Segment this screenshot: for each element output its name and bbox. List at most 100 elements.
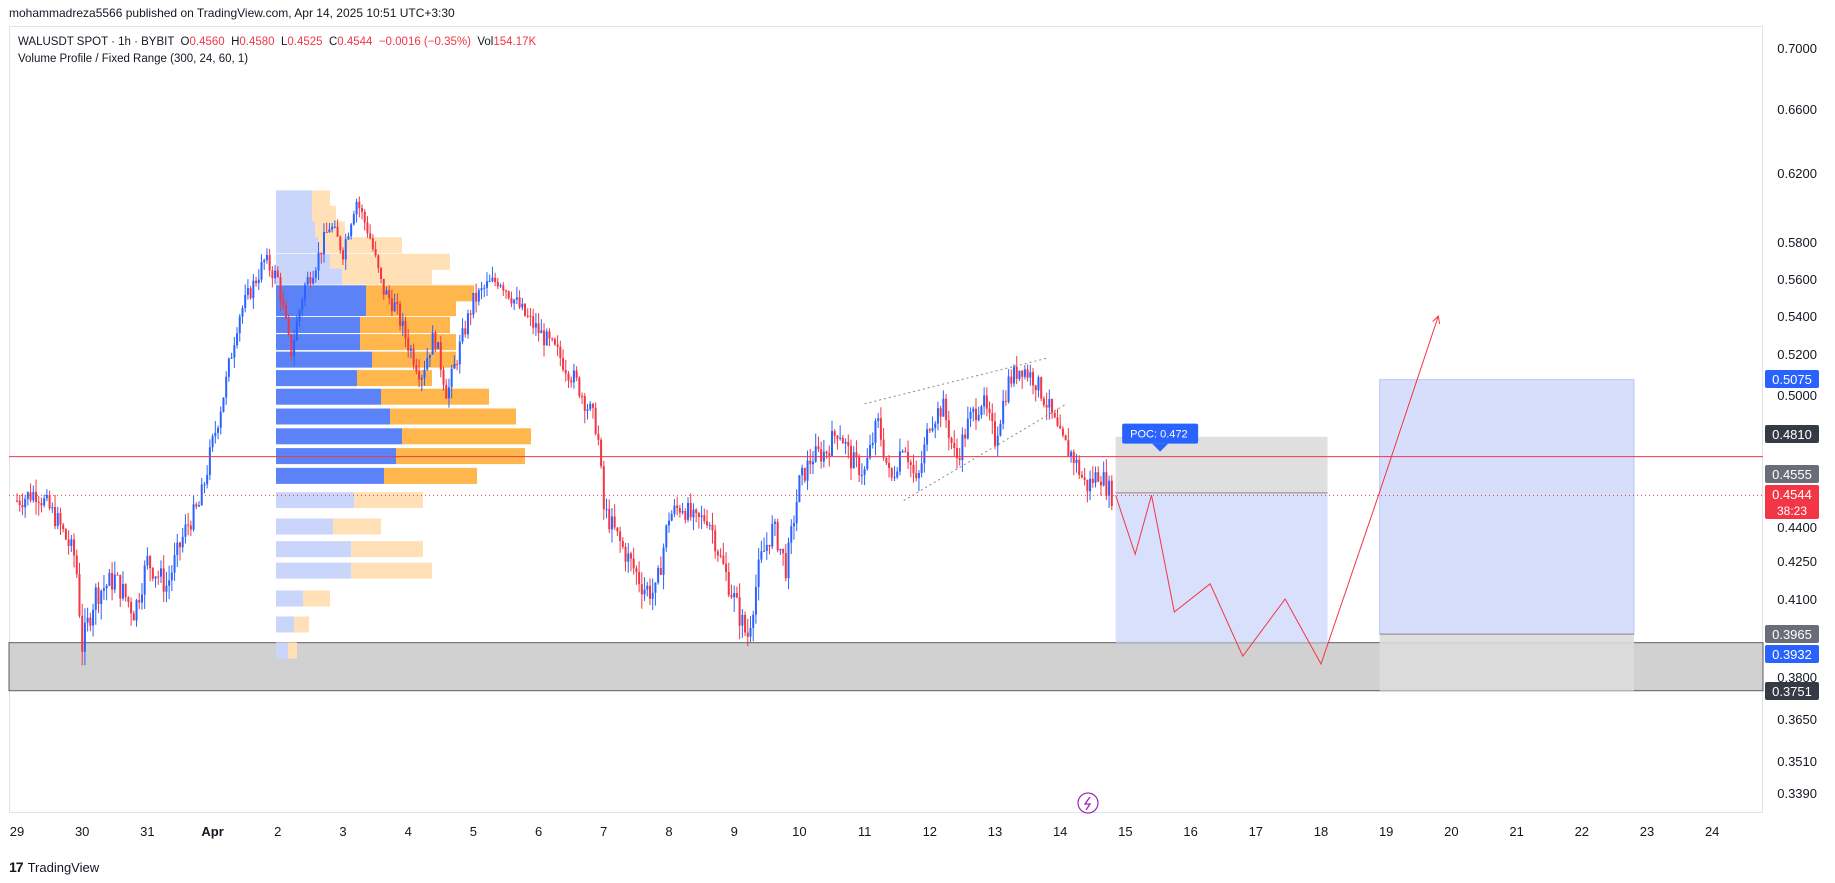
candle-body [640, 584, 643, 595]
candle-body [858, 457, 861, 476]
candle-body [371, 238, 374, 250]
vp-row-down [384, 467, 477, 484]
candle-body [939, 408, 942, 417]
candle-body [491, 277, 494, 282]
candle-body [380, 267, 383, 279]
y-tick-label: 0.3800 [1777, 670, 1817, 685]
candle-body [268, 255, 271, 271]
candle-body [404, 320, 407, 339]
candle-body [537, 323, 540, 334]
candle-body [434, 332, 437, 349]
candle-body [515, 297, 518, 300]
candle-body [32, 491, 35, 501]
candle-body [1026, 369, 1029, 378]
price-badge [1765, 625, 1819, 643]
candle-body [806, 460, 809, 481]
candle-body [1067, 440, 1070, 457]
candle-body [866, 457, 869, 470]
candle-body [16, 500, 18, 502]
candle-body [559, 346, 562, 359]
candle-body [575, 370, 578, 378]
candle-body [654, 582, 657, 593]
candle-body [689, 502, 692, 518]
candle-body [733, 593, 736, 598]
candle-body [564, 369, 567, 374]
candle-body [909, 462, 912, 465]
candle-body [252, 280, 255, 299]
candle-body [1002, 400, 1005, 424]
candle-body [665, 525, 668, 548]
candle-body [657, 567, 660, 583]
candle-body [562, 358, 565, 370]
candle-body [374, 249, 377, 256]
candle-body [233, 345, 236, 358]
close-label: C [328, 36, 338, 48]
vp-row-up [276, 237, 318, 254]
x-tick-label: 29 [10, 824, 24, 839]
candle-body [70, 539, 73, 546]
candle-body [934, 423, 937, 429]
candle-body [687, 502, 690, 520]
candle-body [1102, 472, 1105, 486]
candle-body [1018, 370, 1021, 379]
candle-body [996, 435, 999, 446]
x-tick-label: 30 [75, 824, 89, 839]
candle-body [238, 316, 241, 334]
candle-body [415, 364, 418, 372]
price-badge-label: 0.3932 [1772, 647, 1812, 662]
candle-body [923, 444, 926, 464]
candle-body [901, 451, 904, 453]
candle-body [681, 511, 684, 513]
candle-body [396, 302, 399, 305]
candle-body [847, 441, 850, 446]
high-label: H [231, 36, 240, 48]
candle-body [969, 411, 972, 419]
y-tick-label: 0.4400 [1777, 520, 1817, 535]
candle-body [502, 285, 505, 291]
x-tick-label: 6 [535, 824, 542, 839]
candle-body [181, 536, 184, 548]
candle-body [363, 211, 366, 223]
y-tick-label: 0.5200 [1777, 347, 1817, 362]
symbol-title[interactable]: WALUSDT SPOT · 1h · BYBIT [18, 36, 175, 48]
vp-row-down [330, 253, 450, 270]
candle-body [643, 589, 646, 595]
candle-body [722, 555, 725, 564]
indicator-title[interactable]: Volume Profile / Fixed Range (300, 24, 6… [18, 53, 249, 65]
candle-body [632, 558, 635, 569]
volume-value: 154.17K [493, 36, 537, 48]
candle-body [249, 288, 252, 299]
candle-body [773, 521, 776, 524]
long-stop-box [1379, 634, 1634, 691]
x-tick-label: 12 [923, 824, 937, 839]
candle-body [985, 395, 988, 409]
vp-row-up [276, 388, 381, 405]
candle-body [295, 321, 298, 341]
candle-body [246, 288, 249, 295]
candle-body [339, 236, 342, 251]
vp-row-down [288, 642, 297, 659]
x-tick-label: 22 [1575, 824, 1589, 839]
candle-body [265, 255, 268, 261]
candle-body [89, 617, 92, 626]
candle-body [18, 500, 21, 506]
candle-body [879, 418, 882, 440]
candle-body [293, 340, 296, 357]
candle-body [581, 395, 584, 397]
vp-row-down [402, 428, 531, 445]
candle-body [711, 524, 714, 531]
candle-body [418, 371, 421, 380]
candle-body [792, 523, 795, 527]
y-tick-label: 0.5400 [1777, 309, 1817, 324]
volume-label: Vol [477, 36, 494, 48]
vp-row-up [276, 590, 303, 607]
x-tick-label: 14 [1053, 824, 1067, 839]
candle-body [1007, 376, 1010, 402]
candle-body [350, 224, 353, 237]
candle-body [638, 571, 641, 585]
candle-body [1086, 479, 1089, 492]
candle-body [839, 437, 842, 439]
candle-body [947, 420, 950, 438]
candle-body [716, 551, 719, 556]
